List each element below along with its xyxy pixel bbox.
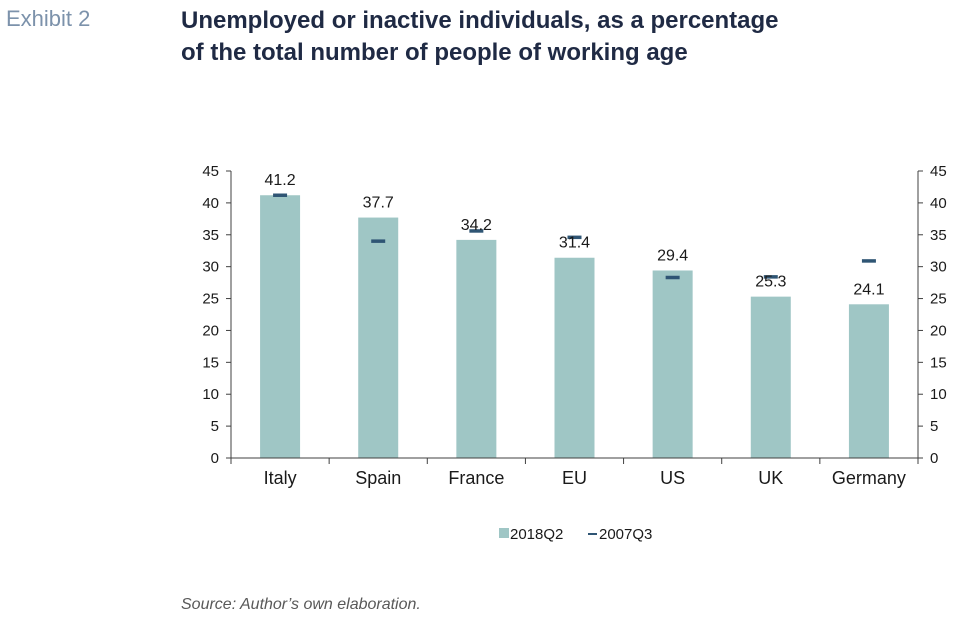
y-tick-label-left: 20 [202, 322, 219, 339]
y-tick-label-right: 40 [930, 195, 947, 212]
x-tick-label: UK [758, 468, 783, 488]
data-label: 31.4 [559, 235, 590, 252]
bar-2018q2 [456, 239, 497, 458]
y-tick-label-left: 30 [202, 259, 219, 276]
bar-2018q2 [260, 195, 301, 459]
y-tick-label-left: 45 [202, 163, 219, 180]
y-tick-label-right: 5 [930, 418, 938, 435]
chart-title-line-1: Unemployed or inactive individuals, as a… [181, 7, 779, 34]
y-tick-label-left: 0 [211, 450, 219, 467]
data-label: 34.2 [461, 217, 492, 234]
bar-2018q2 [554, 257, 595, 458]
chart-title-line-2: of the total number of people of working… [181, 39, 688, 66]
y-tick-label-right: 0 [930, 450, 938, 467]
bar-2018q2 [652, 270, 693, 458]
y-tick-label-left: 10 [202, 386, 219, 403]
data-label: 25.3 [755, 274, 786, 291]
y-tick-label-right: 25 [930, 291, 947, 308]
x-tick-label: US [660, 468, 685, 488]
x-tick-label: Italy [264, 468, 297, 488]
y-tick-label-right: 20 [930, 322, 947, 339]
x-tick-label: Germany [832, 468, 906, 488]
y-tick-label-right: 45 [930, 163, 947, 180]
legend-label-2007q3: 2007Q3 [599, 526, 652, 543]
y-tick-label-left: 35 [202, 227, 219, 244]
legend-swatch-2018q2 [499, 528, 509, 538]
y-tick-label-right: 10 [930, 386, 947, 403]
y-tick-label-right: 30 [930, 259, 947, 276]
x-tick-label: France [448, 468, 504, 488]
y-tick-label-left: 15 [202, 354, 219, 371]
data-label: 24.1 [853, 281, 884, 298]
exhibit-label: Exhibit 2 [6, 6, 91, 31]
x-tick-label: Spain [355, 468, 401, 488]
y-tick-label-right: 15 [930, 354, 947, 371]
legend-label-2018q2: 2018Q2 [510, 526, 563, 543]
data-label: 29.4 [657, 247, 688, 264]
y-tick-label-left: 40 [202, 195, 219, 212]
bar-2018q2 [848, 304, 889, 458]
y-tick-label-right: 35 [930, 227, 947, 244]
bar-2018q2 [750, 296, 791, 458]
bar-2018q2 [358, 217, 399, 458]
y-tick-label-left: 25 [202, 291, 219, 308]
data-label: 37.7 [363, 195, 394, 212]
source-note: Source: Author’s own elaboration. [181, 596, 421, 613]
x-tick-label: EU [562, 468, 587, 488]
data-label: 41.2 [265, 172, 296, 189]
y-tick-label-left: 5 [211, 418, 219, 435]
chart-title: Unemployed or inactive individuals, as a… [181, 5, 901, 69]
